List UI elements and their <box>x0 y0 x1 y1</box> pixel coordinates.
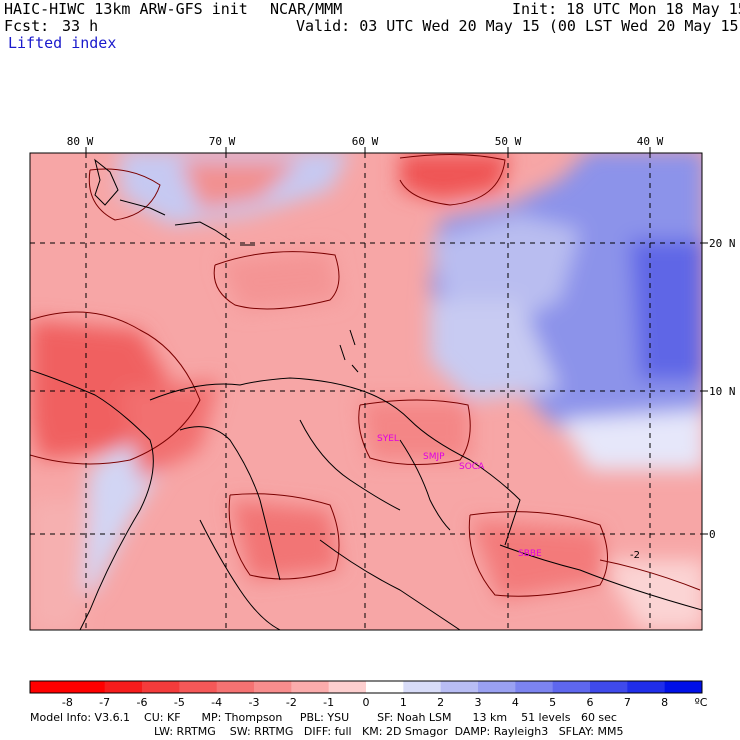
colorbar-bin <box>216 681 255 693</box>
colorbar-bin <box>590 681 628 693</box>
lat-label-20n: 20 N <box>709 237 736 250</box>
colorbar-bin <box>627 681 666 693</box>
colorbar <box>29 680 703 694</box>
lon-label-60w: 60 W <box>352 135 379 148</box>
colorbar-tick-label: 0 <box>362 696 370 709</box>
colorbar-tick-label: 3 <box>474 696 482 709</box>
colorbar-bin <box>30 681 68 693</box>
field-shading <box>30 153 702 630</box>
colorbar-bin <box>67 681 106 693</box>
lat-label-10n: 10 N <box>709 385 736 398</box>
colorbar-tick-label: 7 <box>623 696 631 709</box>
valid-time: Valid: 03 UTC Wed 20 May 15 (00 LST Wed … <box>296 17 740 35</box>
colorbar-frame <box>29 680 703 694</box>
lat-label-0: 0 <box>709 528 716 541</box>
field-name: Lifted index <box>8 34 117 52</box>
colorbar-bin <box>142 681 180 693</box>
colorbar-bin <box>104 681 143 693</box>
colorbar-unit: ºC <box>694 696 708 709</box>
coastlines <box>30 158 702 630</box>
colorbar-bin <box>366 681 404 693</box>
colorbar-bin <box>552 681 591 693</box>
forecast-label: Fcst: <box>4 17 50 35</box>
colorbar-tick-label: -1 <box>323 696 335 709</box>
colorbar-tick-label: -3 <box>248 696 260 709</box>
colorbar-bin <box>440 681 479 693</box>
model-info-line1: Model Info: V3.6.1 CU: KF MP: Thompson P… <box>30 711 617 724</box>
colorbar-tick-label: -6 <box>136 696 148 709</box>
colorbar-bin <box>664 681 703 693</box>
colorbar-bin <box>179 681 218 693</box>
colorbar-bin <box>478 681 516 693</box>
colorbar-tick-label: 4 <box>511 696 519 709</box>
station-smjp: SMJP <box>423 452 445 462</box>
colorbar-bin <box>403 681 442 693</box>
lon-label-80w: 80 W <box>67 135 94 148</box>
station-sbbe: SBBE <box>518 549 542 559</box>
colorbar-tick-label: 1 <box>399 696 407 709</box>
org-label: NCAR/MMM <box>270 0 343 18</box>
init-time: Init: 18 UTC Mon 18 May 15 <box>512 0 740 18</box>
colorbar-bin <box>291 681 330 693</box>
lon-label-40w: 40 W <box>637 135 664 148</box>
colorbar-bin <box>254 681 292 693</box>
graticule <box>30 153 702 630</box>
forecast-hour: 33 h <box>62 17 99 35</box>
colorbar-tick-label: -7 <box>99 696 111 709</box>
model-title: HAIC-HIWC 13km ARW-GFS init <box>4 0 248 18</box>
colorbar-tick-label: 2 <box>437 696 445 709</box>
colorbar-tick-label: 6 <box>586 696 594 709</box>
colorbar-tick-label: 8 <box>661 696 669 709</box>
station-syel: SYEL <box>377 434 399 444</box>
contour-label: -2 <box>630 550 640 561</box>
model-info-line2: LW: RRTMG SW: RRTMG DIFF: full KM: 2D Sm… <box>154 725 624 738</box>
colorbar-tick-label: -2 <box>285 696 297 709</box>
colorbar-tick-label: -8 <box>61 696 73 709</box>
station-soca: SOCA <box>459 462 485 472</box>
colorbar-bin <box>328 681 367 693</box>
lon-label-70w: 70 W <box>209 135 236 148</box>
colorbar-tick-label: 5 <box>549 696 557 709</box>
colorbar-tick-label: -5 <box>173 696 185 709</box>
colorbar-tick-label: -4 <box>211 696 223 709</box>
lon-label-50w: 50 W <box>495 135 522 148</box>
colorbar-bin <box>515 681 554 693</box>
map-ticks <box>85 147 708 535</box>
